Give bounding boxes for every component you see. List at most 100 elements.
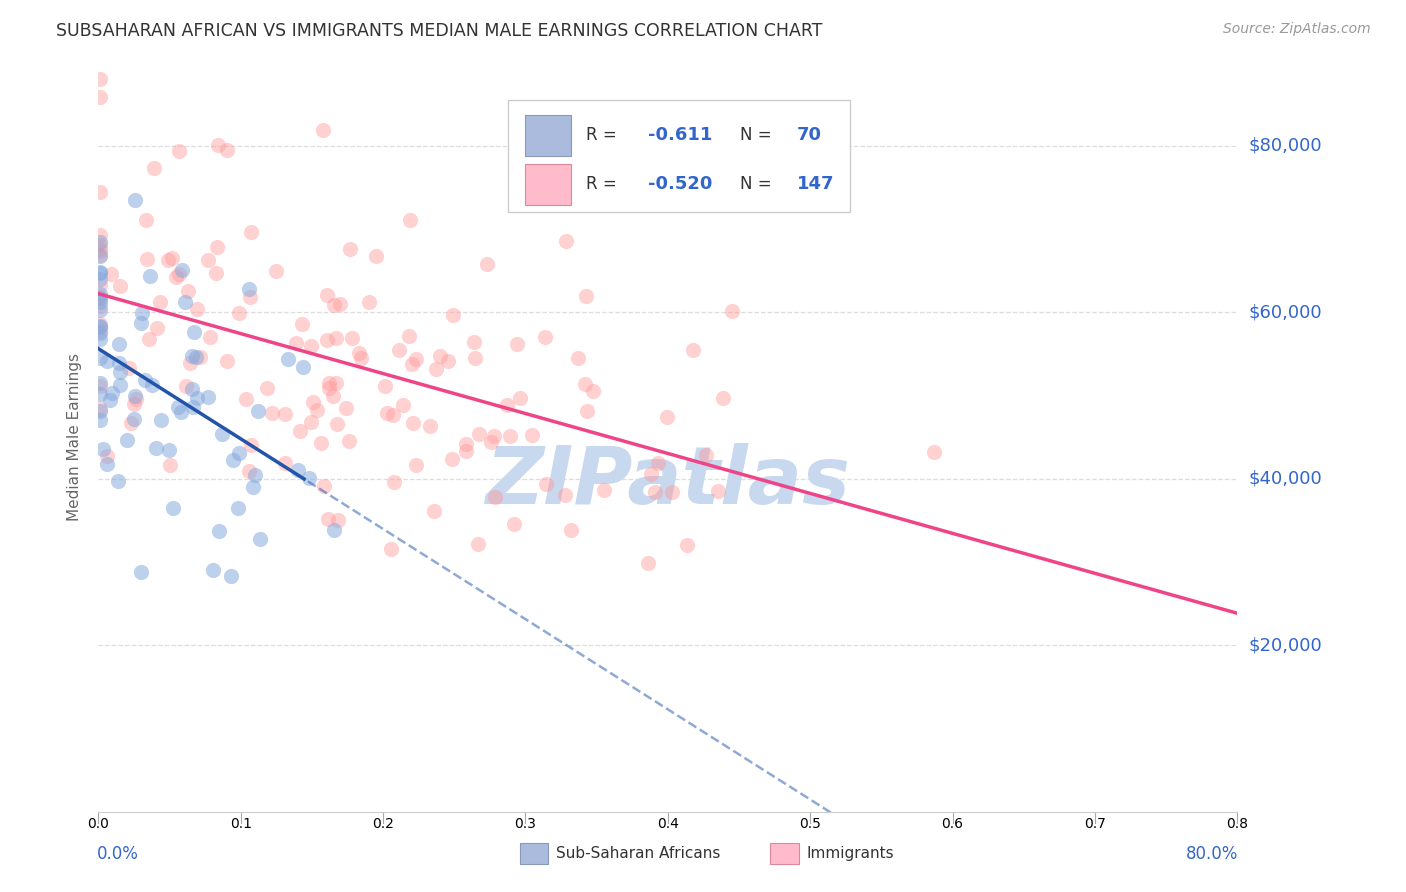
Point	[228, 306, 250, 320]
Point	[309, 436, 332, 450]
Point	[575, 289, 598, 303]
Point	[205, 240, 228, 254]
Point	[291, 317, 314, 331]
Point	[146, 321, 169, 335]
Point	[156, 252, 179, 267]
Point	[555, 235, 578, 249]
Point	[440, 451, 463, 466]
Point	[170, 405, 193, 419]
Point	[311, 123, 333, 137]
Point	[108, 355, 131, 369]
Text: R =: R =	[586, 175, 621, 193]
Text: R =: R =	[586, 126, 621, 145]
Point	[200, 329, 222, 343]
Point	[165, 269, 187, 284]
Point	[89, 287, 111, 301]
Point	[179, 356, 201, 370]
Point	[335, 401, 357, 416]
Point	[89, 318, 111, 332]
Point	[183, 325, 205, 339]
Point	[274, 456, 297, 470]
Point	[318, 376, 340, 391]
Point	[640, 467, 662, 482]
Point	[89, 302, 111, 317]
Point	[235, 392, 257, 406]
Point	[89, 295, 111, 310]
Point	[186, 391, 208, 405]
Point	[122, 412, 145, 426]
Point	[329, 297, 352, 311]
Point	[180, 382, 202, 396]
Point	[316, 287, 339, 301]
Point	[136, 252, 159, 267]
Point	[475, 257, 498, 271]
Point	[129, 566, 152, 580]
Point	[301, 395, 323, 409]
Point	[160, 252, 183, 266]
Point	[159, 458, 181, 473]
Point	[239, 290, 262, 304]
Point	[316, 333, 339, 347]
Point	[322, 523, 344, 537]
Point	[138, 332, 160, 346]
Text: $20,000: $20,000	[1249, 636, 1322, 654]
Point	[441, 309, 464, 323]
Point	[131, 305, 153, 319]
Point	[316, 512, 339, 526]
Point	[419, 418, 441, 433]
Text: $60,000: $60,000	[1249, 303, 1322, 321]
Point	[318, 381, 340, 395]
Point	[186, 302, 208, 317]
Point	[479, 435, 502, 450]
Point	[197, 252, 219, 267]
Point	[134, 373, 156, 387]
Point	[89, 244, 111, 258]
Point	[509, 392, 531, 406]
Point	[170, 263, 193, 277]
Point	[89, 242, 111, 256]
Point	[89, 185, 111, 199]
Point	[177, 285, 200, 299]
Bar	[520, 843, 548, 864]
Point	[246, 403, 269, 417]
Point	[167, 144, 190, 158]
Point	[89, 318, 111, 333]
Point	[381, 408, 404, 422]
Point	[89, 324, 111, 338]
Point	[89, 235, 111, 250]
Text: 0.0%: 0.0%	[97, 846, 139, 863]
Point	[560, 523, 582, 537]
Point	[174, 379, 197, 393]
Text: Immigrants: Immigrants	[807, 847, 894, 861]
Point	[534, 330, 557, 344]
Point	[277, 351, 299, 366]
Point	[89, 379, 111, 393]
Point	[644, 485, 666, 500]
Text: N =: N =	[740, 175, 776, 193]
Point	[423, 503, 446, 517]
Point	[222, 453, 245, 467]
Point	[382, 475, 405, 489]
Bar	[526, 115, 571, 156]
Point	[575, 404, 598, 418]
Point	[240, 438, 263, 452]
Point	[657, 410, 679, 425]
Point	[124, 389, 146, 403]
Point	[554, 488, 576, 502]
Point	[454, 443, 477, 458]
Point	[499, 428, 522, 442]
Point	[567, 351, 589, 365]
Point	[676, 538, 699, 552]
Point	[89, 319, 111, 334]
Point	[101, 386, 124, 401]
Point	[96, 458, 118, 472]
Point	[89, 265, 111, 279]
Point	[162, 500, 184, 515]
Point	[208, 524, 231, 539]
Point	[314, 479, 336, 493]
Point	[502, 517, 524, 532]
Point	[405, 458, 427, 472]
Point	[169, 267, 191, 281]
Point	[322, 389, 344, 403]
Point	[100, 393, 122, 408]
